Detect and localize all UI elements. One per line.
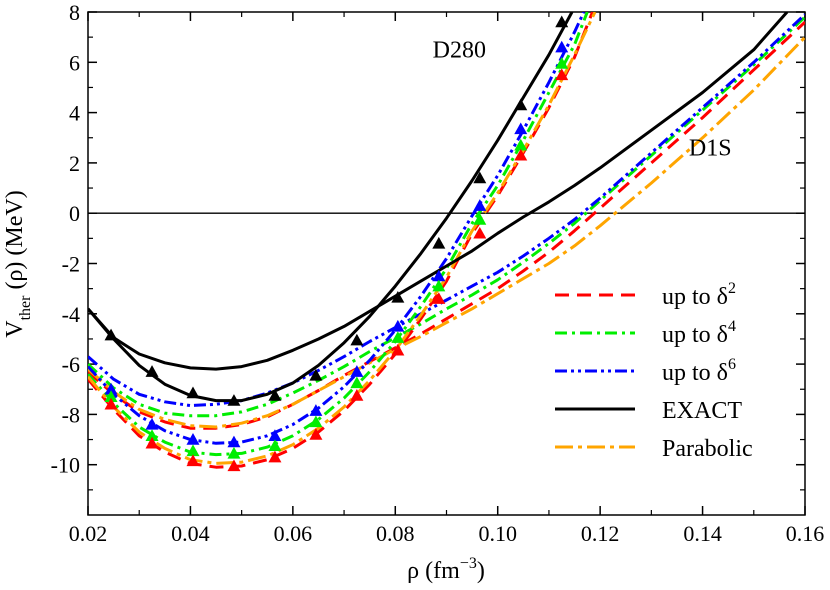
y-tick-label: -10	[51, 453, 80, 478]
triangle-marker	[268, 429, 282, 441]
y-tick-label: 6	[69, 50, 80, 75]
triangle-marker	[391, 319, 405, 332]
triangle-marker	[473, 212, 487, 225]
triangle-marker	[350, 365, 364, 377]
y-tick-label: -8	[62, 402, 80, 427]
y-axis-title: Vther (ρ) (MeV)	[2, 190, 34, 338]
annotation-d1s: D1S	[689, 135, 732, 161]
triangle-marker	[186, 433, 200, 445]
series-line-d1s-00ee00	[88, 15, 805, 418]
triangle-marker	[391, 331, 405, 343]
triangle-marker	[104, 382, 118, 395]
triangle-marker	[227, 459, 241, 472]
triangle-marker	[514, 138, 528, 151]
triangle-marker	[473, 171, 487, 184]
series-line-d1s-ff0000	[88, 21, 805, 430]
triangle-marker	[514, 122, 528, 135]
plot-frame	[87, 11, 806, 516]
x-tick-label: 0.02	[69, 521, 108, 546]
triangle-marker	[268, 389, 282, 401]
legend-up-to-d2-label: up to δ2	[662, 280, 736, 310]
triangle-marker	[309, 428, 323, 440]
x-axis-title-main: ρ (fm	[407, 558, 460, 584]
triangle-marker	[473, 226, 487, 239]
triangle-marker	[268, 450, 282, 463]
triangle-marker	[391, 290, 405, 303]
annotation-d280: D280	[433, 37, 486, 63]
triangle-marker	[145, 429, 159, 441]
triangle-marker	[186, 454, 200, 467]
triangle-marker	[391, 343, 405, 356]
triangle-marker	[309, 415, 323, 428]
x-tick-label: 0.12	[581, 521, 620, 546]
triangle-marker	[473, 199, 487, 211]
y-tick-label: -2	[62, 252, 80, 277]
legend-parabolic-label: Parabolic	[662, 436, 753, 462]
x-axis-title: ρ (fm−3)	[407, 555, 485, 584]
series-line-d280-ff0000	[88, 12, 594, 469]
y-axis-title-rest: (ρ) (MeV)	[2, 190, 28, 295]
y-tick-label: 0	[69, 201, 80, 226]
x-tick-label: 0.06	[274, 521, 313, 546]
triangle-marker	[227, 446, 241, 459]
y-tick-label: 4	[69, 101, 80, 126]
x-tick-label: 0.08	[376, 521, 415, 546]
y-tick-label: 8	[69, 0, 80, 25]
series-line-d280-0000ff	[88, 12, 586, 445]
triangle-marker	[432, 269, 446, 282]
y-axis-title-group: Vther (ρ) (MeV)	[2, 190, 34, 338]
triangle-marker	[432, 292, 446, 304]
triangle-marker	[432, 236, 446, 249]
x-axis-title-close: )	[477, 558, 485, 584]
triangle-marker	[555, 57, 569, 69]
triangle-marker	[145, 417, 159, 430]
triangle-marker	[104, 328, 118, 341]
triangle-marker	[350, 389, 364, 401]
triangle-marker	[555, 40, 569, 53]
axis-ticks: 0.02 0.04 0.06 0.08 0.10 0.12 0.14 0.16 -10 -8 -6 -…	[51, 0, 825, 546]
x-axis-title-sup: −3	[460, 555, 477, 572]
triangle-marker	[186, 386, 200, 399]
legend-up-to-d6-label: up to δ6	[662, 356, 736, 386]
annotation-group: D280 D1S	[433, 37, 732, 161]
y-tick-label: 2	[69, 151, 80, 176]
series-line-d280-ffa500	[88, 12, 597, 465]
x-tick-label: 0.10	[478, 521, 517, 546]
y-tick-label: -4	[62, 302, 80, 327]
triangle-marker	[514, 98, 528, 111]
y-axis-title-sub: ther	[17, 295, 34, 321]
triangle-marker	[227, 435, 241, 448]
legend-exact-label: EXACT	[662, 398, 742, 424]
triangle-marker	[514, 148, 528, 161]
triangle-marker	[350, 333, 364, 346]
series-line-d280-00ee00	[88, 12, 589, 457]
triangle-marker	[145, 365, 159, 377]
triangle-marker	[555, 68, 569, 81]
triangle-marker	[227, 394, 241, 406]
legend-up-to-d4-label: up to δ4	[662, 318, 736, 348]
triangle-marker	[268, 439, 282, 452]
marker-group	[104, 15, 569, 472]
triangle-marker	[350, 376, 364, 389]
triangle-marker	[309, 404, 323, 416]
triangle-marker	[145, 436, 159, 449]
series-line-d280-000000	[88, 12, 574, 403]
triangle-marker	[309, 368, 323, 381]
triangle-marker	[432, 279, 446, 292]
triangle-marker	[186, 444, 200, 457]
triangle-marker	[104, 397, 118, 410]
triangle-marker	[104, 390, 118, 402]
x-tick-label: 0.04	[171, 521, 210, 546]
y-axis-title-main: V	[2, 320, 28, 338]
series-line-d1s-ffa500	[88, 36, 805, 429]
y-tick-label: -6	[62, 352, 80, 377]
x-tick-label: 0.14	[683, 521, 722, 546]
triangle-marker	[555, 15, 569, 28]
x-tick-label: 0.16	[786, 521, 825, 546]
legend: up to δ2 up to δ4 up to δ6 EXACT Parabolic	[555, 280, 753, 462]
